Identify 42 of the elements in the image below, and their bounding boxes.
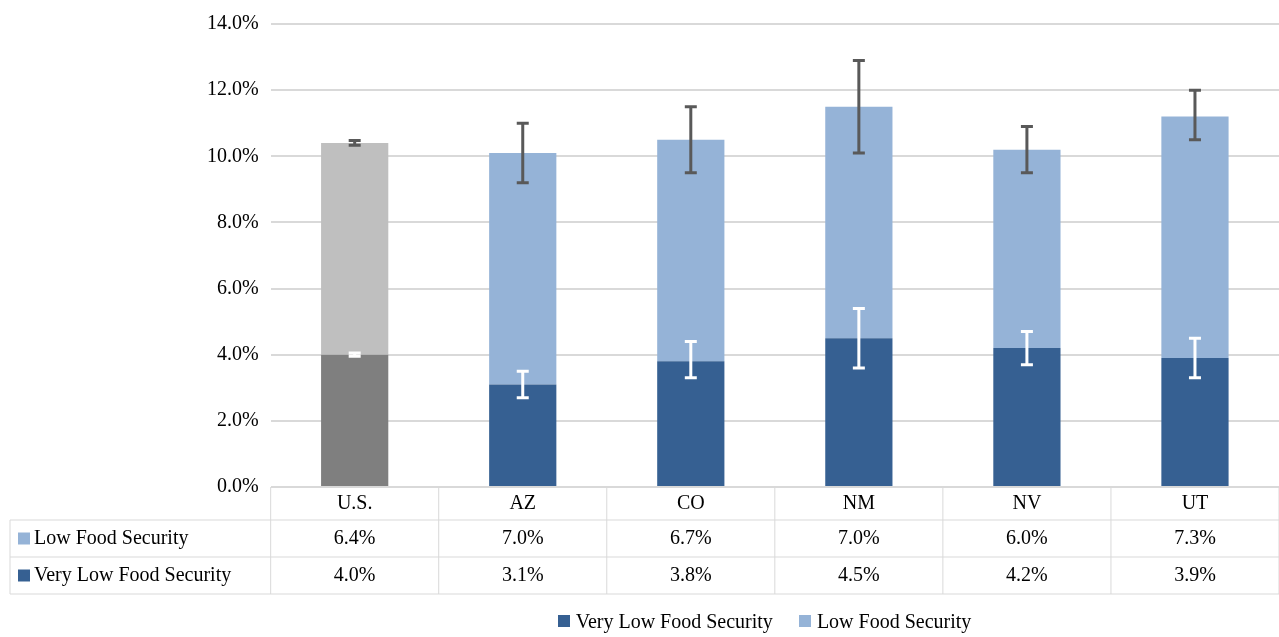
y-tick-label: 0.0% bbox=[216, 474, 259, 497]
x-tick-label: NM bbox=[842, 490, 876, 513]
data-label: 3.9% bbox=[1174, 562, 1216, 585]
x-tick-label: U.S. bbox=[336, 490, 373, 513]
bar bbox=[1161, 358, 1229, 486]
x-tick-label: AZ bbox=[509, 490, 537, 513]
text: Low Food Security bbox=[816, 609, 972, 632]
bar bbox=[657, 361, 725, 486]
legend-label: Very Low Food Security bbox=[34, 562, 232, 586]
data-label: 6.7% bbox=[669, 525, 712, 548]
x-tick-label: CO bbox=[676, 490, 705, 513]
data-label: 3.8% bbox=[669, 562, 712, 585]
bar bbox=[825, 106, 893, 339]
bar bbox=[1161, 116, 1229, 359]
bar bbox=[993, 149, 1061, 349]
bar bbox=[489, 152, 557, 385]
y-tick-label: 2.0% bbox=[216, 408, 259, 431]
data-label: 6.0% bbox=[1006, 525, 1048, 548]
bar bbox=[321, 143, 389, 355]
data-label: 4.5% bbox=[838, 562, 880, 585]
bar bbox=[825, 338, 893, 486]
x-tick-label: NV bbox=[1012, 490, 1042, 513]
y-tick-label: 12.0% bbox=[206, 77, 259, 100]
text: Very Low Food Security bbox=[575, 609, 773, 632]
bar bbox=[993, 348, 1061, 486]
data-label: 7.3% bbox=[1174, 525, 1216, 548]
y-tick-label: 14.0% bbox=[206, 11, 259, 34]
bar bbox=[657, 139, 725, 362]
y-tick-label: 10.0% bbox=[206, 143, 259, 166]
y-tick-label: 6.0% bbox=[216, 275, 259, 298]
data-label: 6.4% bbox=[333, 525, 376, 548]
data-label: 7.0% bbox=[838, 525, 880, 548]
bar bbox=[489, 384, 557, 486]
bar bbox=[321, 354, 389, 486]
data-label: 7.0% bbox=[501, 525, 544, 548]
x-tick-label: UT bbox=[1181, 490, 1209, 513]
data-label: 3.1% bbox=[501, 562, 544, 585]
y-tick-label: 8.0% bbox=[216, 209, 259, 232]
legend-label: Low Food Security bbox=[34, 525, 189, 549]
data-label: 4.0% bbox=[333, 562, 376, 585]
y-tick-label: 4.0% bbox=[216, 341, 259, 364]
data-label: 4.2% bbox=[1006, 562, 1048, 585]
